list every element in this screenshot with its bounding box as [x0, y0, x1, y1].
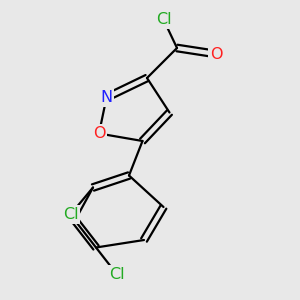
Text: O: O	[210, 46, 222, 62]
Text: O: O	[93, 126, 105, 141]
Text: Cl: Cl	[156, 12, 171, 27]
Text: Cl: Cl	[109, 267, 125, 282]
Text: N: N	[100, 90, 112, 105]
Text: Cl: Cl	[63, 207, 78, 222]
